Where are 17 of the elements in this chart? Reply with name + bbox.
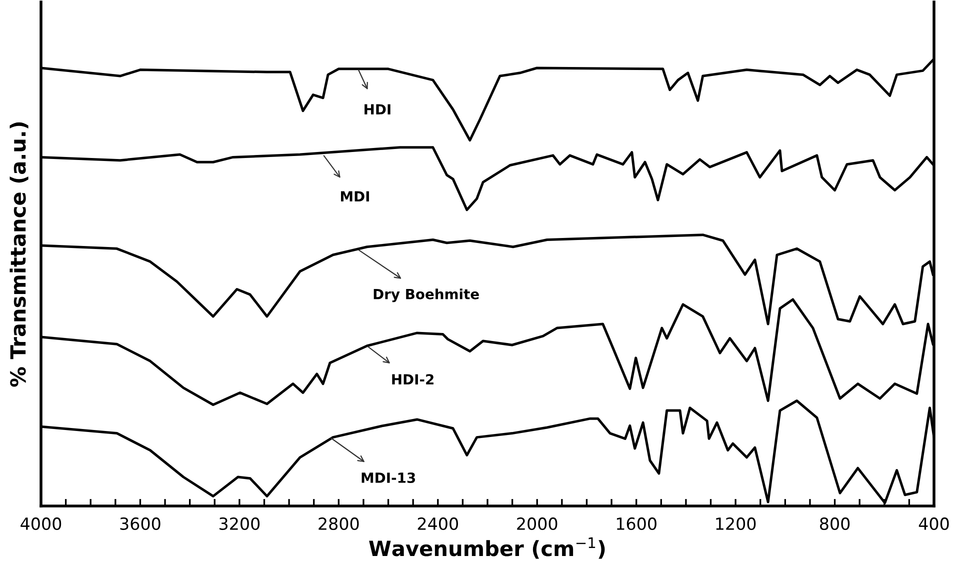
x-axis-title: Wavenumber (cm$^{−1}$) — [369, 537, 605, 559]
annotation: HDI — [364, 104, 390, 114]
x-tick-label: 3200 — [220, 517, 260, 530]
x-tick-label: 400 — [918, 517, 949, 530]
annotation: MDI — [341, 191, 369, 202]
x-tick-label: 1200 — [716, 517, 756, 530]
annotation: Dry Boehmite — [374, 288, 479, 302]
x-tick-label: 2000 — [517, 517, 558, 530]
y-axis-title: % Transmittance (a.u.) — [10, 122, 28, 387]
annotation: MDI-13 — [362, 472, 416, 484]
x-tick-label: 4000 — [20, 517, 62, 530]
x-tick-label: 2400 — [418, 517, 458, 530]
x-tick-label: 3600 — [120, 517, 160, 530]
x-tick-label: 2800 — [318, 517, 359, 530]
x-tick-label: 1600 — [616, 517, 656, 530]
annotation: HDI-2 — [392, 374, 434, 384]
x-tick-label: 800 — [820, 517, 850, 530]
